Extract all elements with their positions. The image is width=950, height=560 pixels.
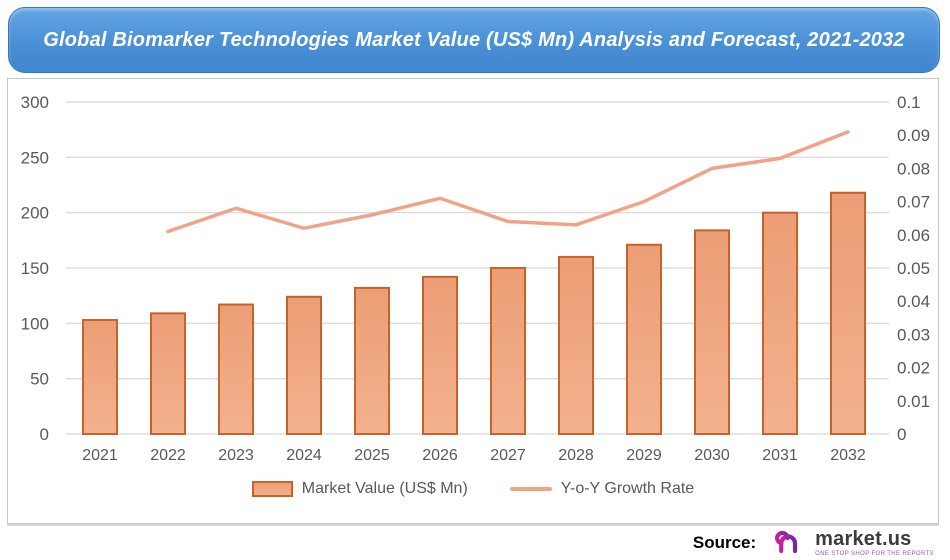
- legend-item-growth-rate: Y-o-Y Growth Rate: [509, 480, 695, 498]
- y-axis-left-tick-label: 250: [21, 148, 49, 167]
- y-axis-right-tick-label: 0.08: [897, 159, 930, 178]
- x-axis-label-2030: 2030: [694, 447, 730, 464]
- bar-2032: [830, 191, 866, 435]
- legend-label-growth-rate: Y-o-Y Growth Rate: [560, 480, 695, 497]
- combo-chart-plot: 300 250 200 150 100 50 0 0.1 0.09 0.08 0.07 0.06 0.0…: [21, 93, 930, 464]
- x-axis-label-2026: 2026: [422, 447, 458, 464]
- y-axis-left-tick-label: 0: [40, 425, 49, 444]
- legend-label-market-value: Market Value (US$ Mn): [301, 480, 468, 497]
- y-axis-right-tick-label: 0.03: [897, 325, 930, 344]
- chart-title: Global Biomarker Technologies Market Val…: [43, 28, 905, 51]
- chart-legend: Market Value (US$ Mn) Y-o-Y Growth Rate: [8, 467, 938, 511]
- brand-name: market.us: [815, 528, 912, 550]
- x-axis-label-2025: 2025: [354, 447, 390, 464]
- y-axis-right-tick-label: 0: [897, 425, 906, 444]
- y-axis-right-tick-label: 0.01: [897, 392, 930, 411]
- x-axis-label-2027: 2027: [490, 447, 526, 464]
- x-axis-label-2024: 2024: [286, 447, 322, 464]
- legend-item-market-value: Market Value (US$ Mn): [251, 480, 468, 498]
- bar-series-swatch-icon: [251, 481, 293, 497]
- growth-rate-line: [166, 130, 850, 234]
- x-axis-label-2031: 2031: [762, 447, 798, 464]
- bar-2031: [762, 211, 798, 435]
- y-axis-right-tick-label: 0.1: [897, 93, 921, 112]
- bar-2022: [150, 312, 186, 435]
- bar-2023: [218, 303, 254, 435]
- bar-2030: [694, 229, 730, 435]
- y-axis-right-tick-label: 0.07: [897, 193, 930, 212]
- y-axis-left-tick-label: 150: [21, 259, 49, 278]
- x-axis-label-2022: 2022: [150, 447, 186, 464]
- y-axis-right-tick-label: 0.05: [897, 259, 930, 278]
- marketus-logo: market.us ONE STOP SHOP FOR THE REPORTS: [772, 529, 934, 557]
- source-label: Source:: [692, 533, 757, 552]
- y-axis-right-tick-label: 0.02: [897, 359, 930, 378]
- y-axis-left-tick-label: 50: [30, 370, 49, 389]
- y-axis-right-tick-label: 0.09: [897, 126, 930, 145]
- bar-2028: [558, 255, 594, 435]
- y-axis-left-tick-label: 300: [21, 93, 49, 112]
- x-axis-label-2032: 2032: [830, 447, 866, 464]
- chart-area: 300 250 200 150 100 50 0 0.1 0.09 0.08 0.07 0.06 0.0…: [7, 78, 939, 524]
- line-series-swatch-icon: [509, 487, 552, 491]
- y-axis-left-tick-label: 200: [21, 204, 49, 223]
- y-axis-right-tick-label: 0.06: [897, 226, 930, 245]
- bar-2024: [286, 295, 322, 435]
- marketus-logo-icon: [775, 530, 809, 554]
- bar-2027: [490, 267, 526, 435]
- x-axis-label-2028: 2028: [558, 447, 594, 464]
- bar-2026: [422, 275, 458, 435]
- bar-2029: [626, 243, 662, 435]
- bar-2021: [82, 319, 118, 435]
- brand-tagline: ONE STOP SHOP FOR THE REPORTS: [815, 551, 934, 557]
- x-axis-label-2023: 2023: [218, 447, 254, 464]
- x-axis-label-2021: 2021: [82, 447, 118, 464]
- chart-title-banner: Global Biomarker Technologies Market Val…: [8, 7, 940, 73]
- x-axis-label-2029: 2029: [626, 447, 662, 464]
- y-axis-left-tick-label: 100: [21, 314, 49, 333]
- source-row: Source: market.us ONE STOP SHO: [693, 529, 934, 557]
- y-axis-right-tick-label: 0.04: [897, 292, 930, 311]
- bar-2025: [354, 286, 390, 435]
